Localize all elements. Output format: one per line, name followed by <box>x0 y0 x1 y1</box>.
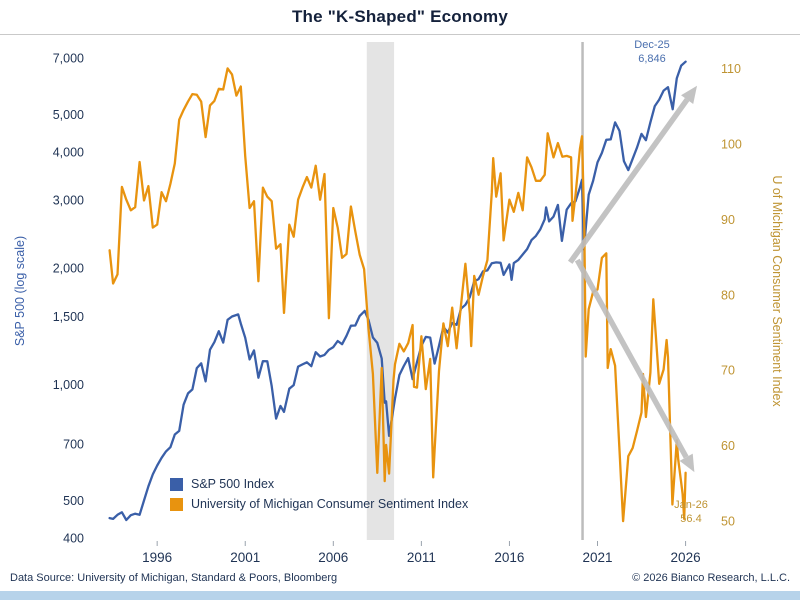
k-down-arrow <box>574 258 689 459</box>
umich-last-value-annotation: Jan-26 56.4 <box>652 498 730 526</box>
umich-line <box>108 67 687 523</box>
x-tick-label: 1996 <box>142 550 172 565</box>
sp500-last-date: Dec-25 <box>634 39 670 51</box>
right-tick-label: 60 <box>721 439 735 453</box>
x-tick-label: 2006 <box>318 550 348 565</box>
sp500-last-value-annotation: Dec-25 6,846 <box>612 38 692 66</box>
chart-footer: Data Source: University of Michigan, Sta… <box>0 572 800 584</box>
umich-last-value: 56.4 <box>680 513 702 525</box>
k-up-arrow-head <box>681 85 698 104</box>
right-tick-label: 110 <box>721 62 741 76</box>
bottom-accent-bar <box>0 591 800 600</box>
left-tick-label: 2,000 <box>53 262 84 276</box>
legend-label-sp500: S&P 500 Index <box>191 477 275 491</box>
left-tick-label: 400 <box>63 531 84 545</box>
left-tick-label: 500 <box>63 494 84 508</box>
left-tick-label: 5,000 <box>53 108 84 122</box>
x-tick-label: 2011 <box>407 550 436 565</box>
left-tick-label: 1,000 <box>53 378 84 392</box>
left-tick-label: 700 <box>63 438 84 452</box>
legend-label-umich: University of Michigan Consumer Sentimen… <box>191 497 469 511</box>
legend: S&P 500 Index University of Michigan Con… <box>170 477 468 517</box>
legend-item-sp500: S&P 500 Index <box>170 477 468 491</box>
sp500-line <box>108 60 687 522</box>
umich-last-date: Jan-26 <box>674 499 708 511</box>
x-tick-label: 2021 <box>582 550 612 565</box>
left-tick-label: 7,000 <box>53 51 84 65</box>
left-tick-label: 4,000 <box>53 145 84 159</box>
left-tick-label: 1,500 <box>53 310 84 324</box>
chart-title: The "K-Shaped" Economy <box>0 0 800 35</box>
legend-item-umich: University of Michigan Consumer Sentimen… <box>170 497 468 511</box>
umich-swatch <box>170 497 183 511</box>
k-down-arrow-head <box>679 453 695 473</box>
x-tick-label: 2016 <box>494 550 524 565</box>
right-tick-label: 100 <box>721 137 742 151</box>
recession-band <box>366 42 395 540</box>
right-tick-label: 70 <box>721 364 735 378</box>
x-tick-label: 2001 <box>230 550 260 565</box>
data-source-text: Data Source: University of Michigan, Sta… <box>10 572 338 584</box>
right-axis-title: U of Michigan Consumer Sentiment Index <box>770 175 784 407</box>
copyright-text: © 2026 Bianco Research, L.L.C. <box>632 572 790 584</box>
left-tick-label: 3,000 <box>53 194 84 208</box>
k-up-arrow <box>567 97 690 264</box>
right-tick-label: 90 <box>721 213 735 227</box>
right-tick-label: 80 <box>721 288 735 302</box>
sp500-last-value: 6,846 <box>638 53 666 65</box>
sp500-swatch <box>170 477 183 491</box>
x-tick-label: 2026 <box>671 550 701 565</box>
left-axis-title: S&P 500 (log scale) <box>13 235 27 347</box>
